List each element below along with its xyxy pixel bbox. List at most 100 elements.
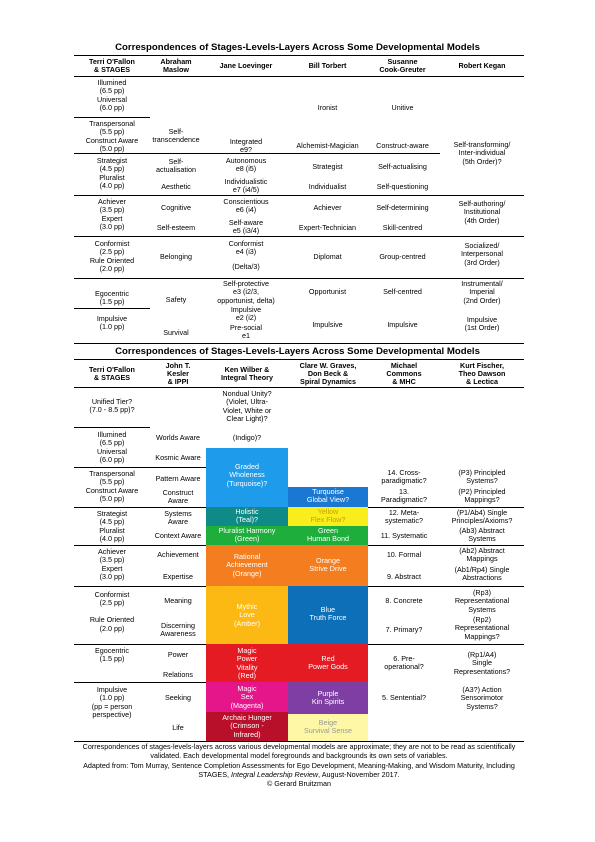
t1-maslow-item: Cognitive [161,203,191,212]
t1-torbert-item: Strategist [312,162,343,171]
t1-header-stages: Terri O'Fallon & STAGES [89,57,135,75]
t1-cook-item: Skill-centred [382,223,423,232]
t2-wilber-nondual: Nondual Unity? (Violet, Ultra- Violet, W… [222,389,272,424]
t2-wilber-indigo: (Indigo)? [232,433,262,442]
wilber-teal-block [206,507,288,526]
t2-row-divider [74,682,206,683]
t2-fischer-item: (Ab2) Abstract Mappings [459,546,505,564]
t2-fischer-item: (P2) Principled Mappings? [458,487,506,505]
t1-row-divider [74,278,524,279]
t1-maslow-item: Self-esteem [156,223,196,232]
t2-kesler-item: Kosmic Aware [155,453,201,462]
t1-cook-item: Self-centred [383,287,422,296]
t2-fischer-item: (P1/Ab4) Single Principles/Axioms? [451,508,513,526]
t1-cook-item: Construct-aware [376,141,429,150]
t2-graves-green: Green Human Bond [307,526,349,544]
table1-title: Correspondences of Stages-Levels-Layers … [115,42,480,53]
t1-torbert-item: Alchemist-Magician [296,141,359,150]
footer-source-date: , August-November 2017. [318,769,400,779]
t1-maslow-item: Aesthetic [161,182,191,191]
t2-wilber-orange: Rational Achievement (Orange) [226,552,268,578]
t1-maslow-item: Self- transcendence [152,127,200,145]
t2-fischer-item: (Ab3) Abstract Systems [459,526,505,544]
t2-kesler-item: Systems Aware [164,509,192,527]
graves-orange-block [288,545,368,586]
t2-graves-blue: Blue Truth Force [309,605,347,623]
t2-fischer-item: (Rp2) Representational Mappings? [454,615,510,641]
t1-kegan-item: Impulsive (1st Order) [464,315,500,333]
t2-fischer-item: (Rp1/A4) Single Representations? [453,650,511,676]
t2-kesler-item: Meaning [164,596,192,605]
table1-top-rule [74,55,524,56]
t2-fischer-item: (P3) Principled Systems? [458,468,506,486]
t1-cook-item: Unitive [391,103,414,112]
t1-cook-item: Self-questioning [376,182,429,191]
wilber-orange-block [206,545,288,586]
t2-header-fischer: Kurt Fischer, Theo Dawson & Lectica [458,361,506,387]
t1-torbert-item: Diplomat [313,252,342,261]
t2-wilber-magenta: Magic Sex (Magenta) [230,684,264,710]
t1-maslow-item: Safety [165,295,187,304]
t2-wilber-turquoise: Graded Wholeness (Turquoise)? [226,462,268,488]
t2-stage-egocentric: Egocentric (1.5 pp) [95,646,129,664]
t1-bottom-rule [74,343,524,344]
graves-purple-block [288,682,368,714]
t1-kegan-item: Socialized/ Interpersonal (3rd Order) [461,241,503,267]
t2-commons-item: 13. Paradigmatic? [381,487,427,505]
t1-torbert-item: Individualist [308,182,347,191]
t2-commons-item: 5. Sentential? [382,693,426,702]
t1-torbert-item: Achiever [313,203,342,212]
t1-torbert-item: Ironist [317,103,338,112]
wilber-amber-block [206,586,288,644]
t1-loevinger-item: Pre-social e1 [230,323,262,341]
wilber-infrared-block [206,712,288,741]
t2-stage-impulsive: Impulsive (1.0 pp) (pp = person perspect… [91,685,133,720]
t2-kesler-item: Achievement [157,550,199,559]
graves-red-block [288,644,368,682]
t1-row-divider [74,308,150,309]
t2-wilber-teal: Holistic (Teal)? [235,507,259,525]
t1-header-torbert: Bill Torbert [308,61,347,70]
t1-loevinger-item: Individualistic e7 (i4/5) [224,177,268,195]
t2-graves-beige: Beige Survival Sense [304,718,352,736]
graves-blue-block [288,586,368,644]
t2-fischer-item: (Rp3) Representational Systems [454,588,510,614]
t1-stage-transpersonal: Transpersonal (5.5 pp) Construct Aware (… [85,119,139,154]
t1-cook-item: Group-centred [379,252,426,261]
footer-source-journal: Integral Leadership Review [231,769,319,779]
t1-row-divider [74,236,524,237]
footer-source-text: Adapted from: Tom Murray, Sentence Compl… [83,761,515,779]
t2-row-divider [74,467,206,468]
table2-header-rule [74,387,524,388]
t2-kesler-item: Life [172,723,184,732]
t1-torbert-item: Expert-Technician [298,223,357,232]
t1-loevinger-item: Integrated e9? [229,137,263,155]
t2-header-commons: Michael Commons & MHC [386,361,422,387]
t1-loevinger-item: Conscientious e6 (i4) [223,197,269,215]
t1-cook-item: Self-determining [376,203,429,212]
t2-bottom-rule [74,741,524,742]
t1-stage-egocentric: Egocentric (1.5 pp) [95,289,129,307]
graves-green-block [288,526,368,545]
t1-header-maslow: Abraham Maslow [160,57,192,75]
table1-header-rule [74,76,524,77]
t1-row-divider [74,117,150,118]
wilber-turquoise-block [206,448,288,507]
t2-graves-purple: Purple Kin Spirits [311,689,345,707]
t2-row-divider [74,427,150,428]
t1-cook-item: Impulsive [387,320,418,329]
t2-commons-item: 14. Cross- paradigmatic? [381,468,427,486]
t2-row-divider [74,644,206,645]
wilber-red-block [206,644,288,682]
t2-stage-conformist: Conformist (2.5 pp) Rule Oriented (2.0 p… [89,590,135,633]
t2-kesler-item: Context Aware [154,531,202,540]
t1-torbert-item: Impulsive [312,320,343,329]
t2-stage-strategist: Strategist (4.5 pp) Pluralist (4.0 pp) [96,509,128,544]
t1-kegan-item: Self-transforming/ Inter-individual (5th… [453,140,511,166]
t2-commons-item: 9. Abstract [387,572,421,581]
table2-top-rule [74,359,524,360]
t1-maslow-item: Survival [163,328,189,337]
t2-header-wilber: Ken Wilber & Integral Theory [221,365,273,383]
t2-commons-item: 11. Systematic [380,531,428,540]
t1-torbert-item: Opportunist [308,287,347,296]
